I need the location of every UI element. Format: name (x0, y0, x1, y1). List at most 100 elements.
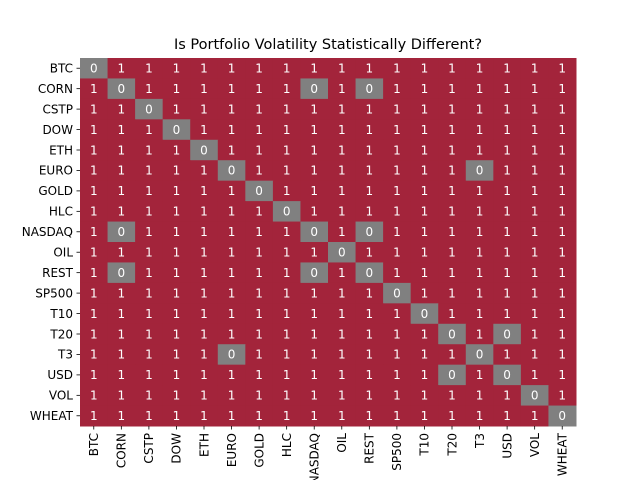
heatmap-cell-euro-t10 (410, 160, 439, 182)
cell-value-label: 1 (255, 62, 263, 76)
cell-value-label: 1 (283, 266, 291, 280)
cell-value-label: 1 (200, 266, 208, 280)
cell-value-label: 1 (283, 225, 291, 239)
cell-value-label: 1 (118, 307, 126, 321)
heatmap-cell-cstp-sp500 (383, 98, 412, 120)
cell-value-label: 1 (558, 184, 566, 198)
heatmap-cell-cstp-usd (493, 98, 522, 120)
cell-value-label: 1 (366, 184, 374, 198)
cell-value-label: 1 (145, 82, 153, 96)
heatmap-cell-btc-usd (493, 58, 522, 79)
heatmap-cell-sp500-t3 (465, 282, 494, 304)
heatmap-cell-nasdaq-gold (245, 221, 274, 243)
cell-value-label: 1 (366, 102, 374, 116)
heatmap-cell-hlc-euro (217, 201, 246, 223)
y-tick-label-btc: BTC (50, 62, 73, 76)
heatmap-cell-oil-t3 (465, 242, 494, 263)
cell-value-label: 1 (228, 409, 236, 423)
heatmap-cell-euro-oil (328, 160, 357, 182)
cell-value-label: 1 (118, 205, 126, 219)
x-tick-label-oil: OIL (335, 433, 349, 453)
heatmap-cell-vol-t10 (410, 385, 439, 407)
cell-value-label: 1 (421, 143, 429, 157)
cell-value-label: 1 (421, 205, 429, 219)
heatmap-cell-t10-vol (520, 303, 549, 325)
cell-value-label: 1 (90, 409, 98, 423)
cell-value-label: 1 (558, 82, 566, 96)
cell-value-label: 1 (558, 368, 566, 382)
heatmap-cell-rest-cstp (135, 262, 164, 284)
cell-value-label: 1 (558, 62, 566, 76)
heatmap-cell-cstp-euro (217, 98, 246, 120)
heatmap-cell-cstp-oil (328, 98, 357, 120)
cell-value-label: 0 (283, 205, 291, 219)
cell-value-label: 1 (283, 389, 291, 403)
cell-value-label: 1 (476, 82, 484, 96)
cell-value-label: 1 (118, 62, 126, 76)
cell-value-label: 0 (255, 184, 263, 198)
cell-value-label: 1 (558, 389, 566, 403)
heatmap-cell-sp500-nasdaq (300, 282, 329, 304)
cell-value-label: 1 (310, 246, 318, 260)
heatmap-cell-t3-t20 (438, 344, 467, 366)
heatmap-cell-hlc-nasdaq (300, 201, 329, 223)
heatmap-cell-btc-eth (190, 58, 219, 79)
heatmap-cell-t20-cstp (135, 323, 164, 345)
cell-value-label: 1 (283, 286, 291, 300)
cell-value-label: 1 (476, 225, 484, 239)
cell-value-label: 1 (145, 246, 153, 260)
heatmap-cell-t3-cstp (135, 344, 164, 366)
heatmap-cell-usd-hlc (272, 364, 301, 386)
heatmap-cell-btc-oil (328, 58, 357, 79)
cell-value-label: 1 (310, 102, 318, 116)
heatmap-cell-vol-euro (217, 385, 246, 407)
cell-value-label: 1 (200, 307, 208, 321)
cell-value-label: 1 (118, 123, 126, 137)
heatmap-cell-usd-usd (493, 364, 522, 386)
cell-value-label: 1 (338, 286, 346, 300)
heatmap-cell-gold-btc (80, 180, 109, 202)
heatmap-cell-dow-corn (107, 119, 136, 141)
heatmap-cell-t3-t3 (465, 344, 494, 366)
cell-value-label: 1 (255, 348, 263, 362)
heatmap-cell-dow-t3 (465, 119, 494, 141)
heatmap-cell-euro-wheat (548, 160, 577, 182)
cell-value-label: 1 (558, 225, 566, 239)
y-tick-label-gold: GOLD (38, 184, 73, 198)
heatmap-cell-wheat-t20 (438, 405, 467, 427)
cell-value-label: 1 (310, 205, 318, 219)
cell-value-label: 1 (310, 368, 318, 382)
heatmap-cell-t3-btc (80, 344, 109, 366)
heatmap-cell-vol-dow (162, 385, 191, 407)
heatmap-cell-rest-eth (190, 262, 219, 284)
cell-value-label: 0 (118, 266, 126, 280)
y-tick-label-vol: VOL (49, 389, 73, 403)
heatmap-cell-oil-t10 (410, 242, 439, 263)
heatmap-cell-gold-wheat (548, 180, 577, 202)
heatmap-cell-nasdaq-btc (80, 221, 109, 243)
cell-value-label: 1 (531, 164, 539, 178)
cell-value-label: 0 (531, 389, 539, 403)
heatmap-cell-usd-t10 (410, 364, 439, 386)
cell-value-label: 1 (310, 123, 318, 137)
cell-value-label: 1 (228, 123, 236, 137)
cell-value-label: 1 (338, 82, 346, 96)
y-tick-label-oil: OIL (53, 246, 73, 260)
cell-value-label: 1 (476, 409, 484, 423)
heatmap-cell-corn-oil (328, 78, 357, 100)
cell-value-label: 1 (173, 389, 181, 403)
x-tick-label-gold: GOLD (252, 433, 266, 468)
heatmap-cell-cstp-t3 (465, 98, 494, 120)
cell-value-label: 1 (503, 184, 511, 198)
cell-value-label: 1 (338, 348, 346, 362)
y-tick-label-corn: CORN (38, 82, 73, 96)
cell-value-label: 1 (503, 286, 511, 300)
chart-title: Is Portfolio Volatility Statistically Di… (174, 37, 482, 53)
heatmap-cell-nasdaq-rest (355, 221, 384, 243)
cell-value-label: 1 (338, 368, 346, 382)
y-tick-label-eth: ETH (49, 143, 73, 157)
heatmap-cell-euro-corn (107, 160, 136, 182)
heatmap-cell-sp500-btc (80, 282, 109, 304)
heatmap-cell-oil-nasdaq (300, 242, 329, 263)
